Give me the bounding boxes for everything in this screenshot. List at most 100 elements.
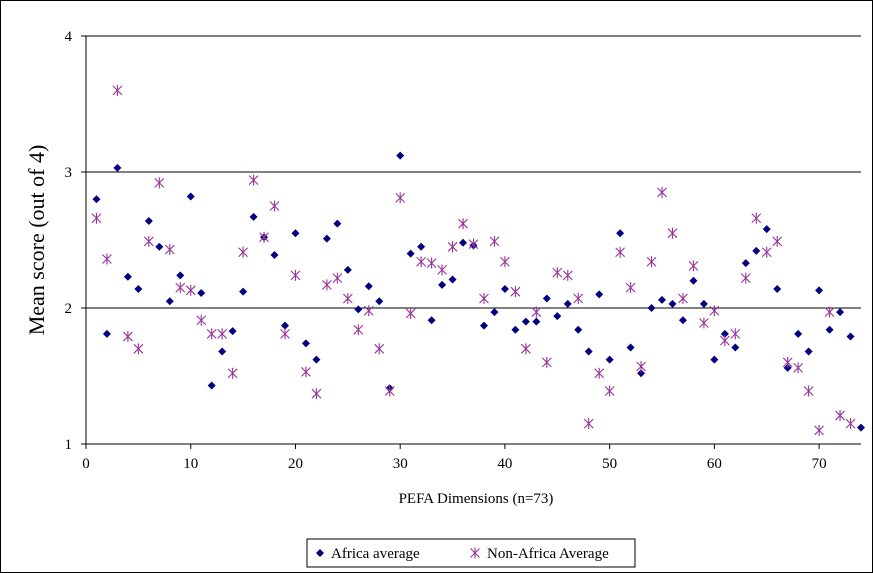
point-africa-average-25	[343, 265, 352, 274]
point-non-africa-average-32	[416, 256, 427, 268]
point-non-africa-average-17	[259, 231, 269, 243]
point-africa-average-41	[511, 325, 520, 334]
point-non-africa-average-50	[604, 385, 615, 397]
point-non-africa-average-58	[688, 260, 699, 272]
point-africa-average-63	[741, 259, 750, 268]
point-africa-average-2	[102, 329, 111, 338]
point-africa-average-20	[291, 229, 300, 238]
point-africa-average-24	[333, 219, 342, 228]
point-africa-average-72	[836, 308, 845, 317]
point-non-africa-average-40	[500, 256, 510, 268]
point-africa-average-48	[584, 347, 593, 356]
point-africa-average-28	[375, 297, 384, 306]
point-africa-average-71	[825, 325, 834, 334]
point-non-africa-average-1	[91, 212, 102, 224]
y-tick-label-3: 3	[65, 165, 73, 181]
point-non-africa-average-56	[667, 227, 678, 239]
point-non-africa-average-15	[238, 246, 248, 258]
point-non-africa-average-13	[217, 328, 228, 340]
point-non-africa-average-2	[102, 253, 112, 265]
legend-marker-africa-average	[316, 549, 324, 557]
point-africa-average-38	[479, 321, 488, 330]
point-non-africa-average-53	[636, 360, 646, 372]
point-africa-average-19	[280, 321, 289, 330]
point-africa-average-13	[218, 347, 227, 356]
point-non-africa-average-4	[123, 331, 133, 343]
point-africa-average-34	[438, 280, 447, 289]
x-tick-label-60: 60	[707, 456, 722, 472]
point-non-africa-average-14	[227, 367, 238, 379]
point-non-africa-average-66	[772, 235, 783, 247]
point-non-africa-average-25	[342, 292, 353, 304]
point-non-africa-average-55	[657, 186, 667, 198]
point-non-africa-average-11	[196, 314, 207, 326]
point-africa-average-61	[720, 329, 729, 338]
point-non-africa-average-10	[185, 284, 196, 296]
point-non-africa-average-67	[782, 356, 793, 368]
point-africa-average-68	[794, 329, 803, 338]
point-non-africa-average-37	[468, 238, 479, 250]
y-tick-label-2: 2	[65, 301, 73, 317]
point-non-africa-average-44	[541, 356, 552, 368]
legend-diamond-icon	[316, 549, 324, 557]
point-africa-average-5	[134, 284, 143, 293]
x-tick-label-20: 20	[288, 456, 303, 472]
point-non-africa-average-46	[562, 269, 573, 281]
point-africa-average-51	[616, 229, 625, 238]
point-non-africa-average-73	[845, 418, 856, 430]
point-non-africa-average-41	[510, 286, 521, 298]
x-tick-label-10: 10	[183, 456, 198, 472]
point-africa-average-70	[815, 286, 824, 295]
point-non-africa-average-45	[552, 267, 563, 279]
x-tick-label-70: 70	[812, 456, 827, 472]
gridlines	[86, 35, 861, 309]
point-non-africa-average-30	[395, 192, 406, 204]
point-africa-average-23	[322, 234, 331, 243]
legend-label-africa-average: Africa average	[331, 546, 420, 562]
point-africa-average-11	[197, 289, 206, 298]
point-africa-average-62	[731, 343, 740, 352]
point-africa-average-57	[678, 316, 687, 325]
point-africa-average-21	[301, 339, 310, 348]
legend-marker-non-africa-average	[470, 547, 480, 559]
point-non-africa-average-8	[164, 244, 175, 256]
point-africa-average-3	[113, 163, 122, 172]
point-non-africa-average-19	[280, 328, 290, 340]
point-non-africa-average-7	[154, 177, 165, 189]
point-non-africa-average-61	[719, 335, 730, 347]
point-africa-average-35	[448, 275, 457, 284]
point-non-africa-average-16	[248, 174, 259, 186]
point-non-africa-average-47	[573, 292, 584, 304]
point-africa-average-22	[312, 355, 321, 364]
point-africa-average-36	[459, 238, 468, 247]
point-non-africa-average-68	[793, 362, 804, 374]
point-africa-average-43	[532, 317, 541, 326]
point-non-africa-average-43	[531, 306, 542, 318]
axes	[81, 35, 861, 449]
legend-box	[306, 538, 636, 568]
point-non-africa-average-59	[699, 317, 709, 329]
y-tick-label-1: 1	[65, 437, 73, 453]
point-africa-average-69	[804, 347, 813, 356]
point-non-africa-average-63	[740, 272, 751, 284]
point-non-africa-average-60	[709, 305, 720, 317]
point-africa-average-40	[500, 284, 509, 293]
point-non-africa-average-39	[489, 235, 500, 247]
point-non-africa-average-21	[301, 366, 311, 378]
point-non-africa-average-5	[133, 343, 144, 355]
point-africa-average-27	[364, 282, 373, 291]
point-africa-average-14	[228, 327, 237, 336]
point-africa-average-1	[92, 195, 101, 204]
point-africa-average-30	[396, 151, 405, 160]
point-africa-average-54	[647, 304, 656, 312]
point-non-africa-average-42	[520, 343, 531, 355]
point-non-africa-average-12	[206, 328, 217, 340]
point-non-africa-average-29	[384, 385, 395, 397]
point-africa-average-15	[239, 287, 248, 296]
point-africa-average-50	[605, 355, 614, 364]
point-non-africa-average-64	[751, 212, 762, 224]
point-africa-average-49	[595, 290, 604, 299]
point-africa-average-65	[762, 225, 771, 234]
